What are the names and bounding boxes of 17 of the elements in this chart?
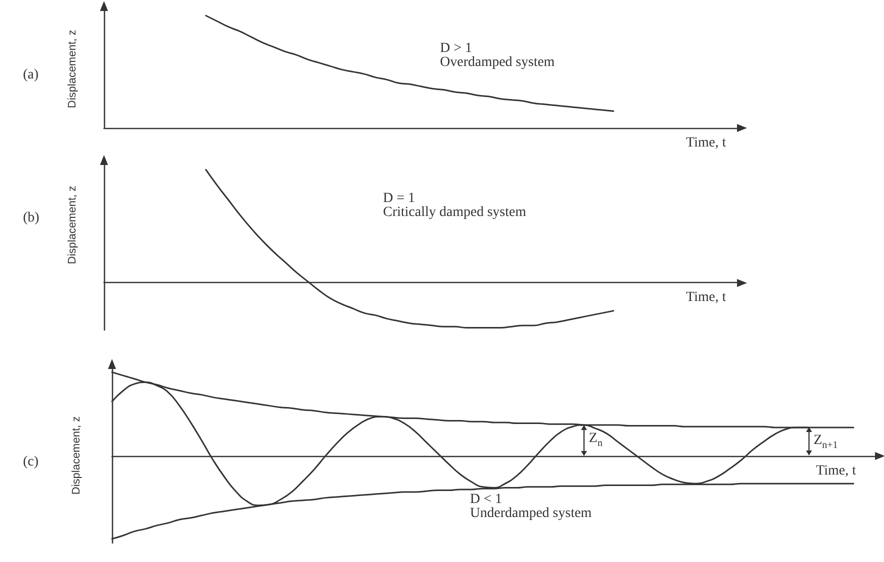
annotation: D = 1	[383, 191, 416, 206]
annotation: Overdamped system	[440, 55, 555, 70]
y-axis-title: Displacement, z	[66, 186, 78, 264]
text: (a)	[23, 68, 39, 82]
x-axis-title: Time, t	[816, 463, 856, 478]
x-axis-title: Time, t	[686, 290, 726, 306]
text: (c)	[23, 454, 39, 470]
annotation: Z$_{n}$	[588, 431, 602, 450]
annotation: D > 1	[440, 41, 472, 56]
annotation: D < 1	[470, 492, 502, 507]
x-axis-title: Time, t	[686, 136, 726, 150]
annotation: Z$_{n+1}$	[814, 432, 838, 450]
y-axis-title: Displacement, z	[70, 416, 82, 495]
y-axis-title: Displacement, z	[66, 30, 78, 108]
annotation: Underdamped system	[470, 506, 592, 521]
text: (b)	[23, 210, 40, 226]
annotation: Critically damped system	[383, 205, 526, 220]
